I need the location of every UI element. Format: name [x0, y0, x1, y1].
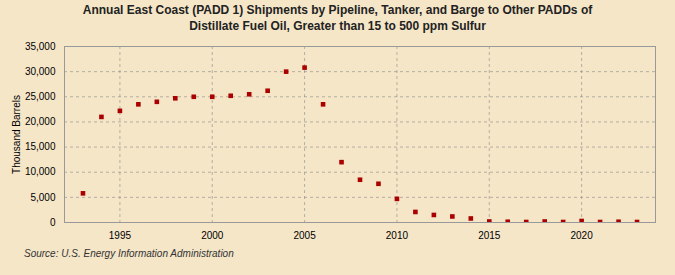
svg-text:35,000: 35,000 — [25, 41, 56, 52]
svg-text:2015: 2015 — [478, 230, 501, 241]
svg-text:10,000: 10,000 — [25, 167, 56, 178]
svg-text:Thousand Barrels: Thousand Barrels — [11, 95, 22, 174]
svg-text:0: 0 — [50, 217, 56, 228]
svg-text:2005: 2005 — [293, 230, 316, 241]
svg-text:2010: 2010 — [386, 230, 409, 241]
svg-text:15,000: 15,000 — [25, 141, 56, 152]
svg-text:30,000: 30,000 — [25, 66, 56, 77]
html-text:Annual East Coast (PADD 1) Shi: Annual East Coast (PADD 1) Shipments by … — [82, 3, 593, 33]
svg-text:25,000: 25,000 — [25, 91, 56, 102]
svg-text:2020: 2020 — [571, 230, 594, 241]
html-text:Source: U.S. Energy Informatio: Source: U.S. Energy Information Administ… — [24, 248, 234, 260]
svg-text:2000: 2000 — [201, 230, 224, 241]
svg-text:20,000: 20,000 — [25, 116, 56, 127]
svg-text:1995: 1995 — [109, 230, 132, 241]
svg-text:5,000: 5,000 — [30, 192, 55, 203]
